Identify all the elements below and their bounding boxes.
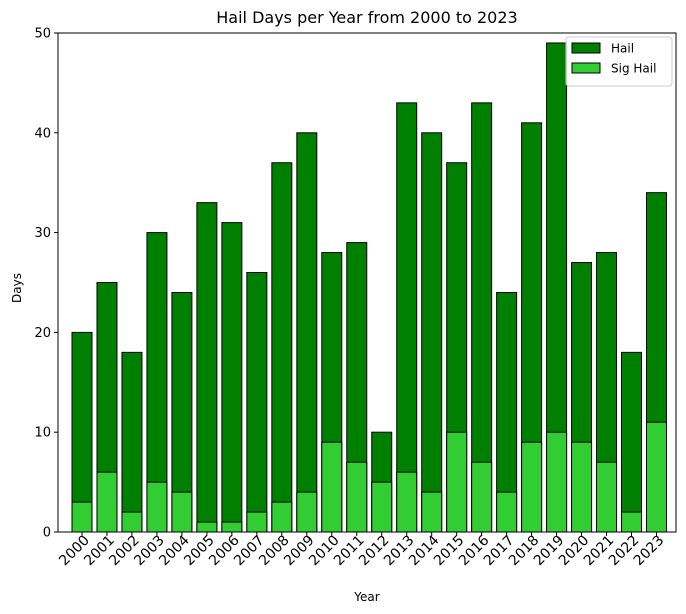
legend: Hail Sig Hail [565, 36, 673, 87]
hail-bar-2006 [221, 222, 243, 533]
hail-bar-2007 [246, 272, 268, 533]
sig-hail-bar-2020 [571, 441, 593, 533]
hail-bar-2002 [121, 351, 143, 533]
y-tick-label-0: 0 [43, 526, 51, 541]
hail-bar-2008 [271, 162, 293, 533]
legend-label-hail: Hail [611, 42, 634, 56]
sig-hail-bar-2007 [246, 511, 268, 533]
sig-hail-bar-2006 [221, 521, 243, 533]
y-tick-label-20: 20 [34, 326, 51, 341]
sig-hail-bar-2022 [621, 511, 643, 533]
x-axis-label: Year [353, 590, 379, 604]
sig-hail-bar-2009 [296, 491, 318, 533]
sig-hail-bar-2005 [196, 521, 218, 533]
legend-swatch-hail [571, 42, 601, 54]
y-tick-label-40: 40 [34, 126, 51, 141]
legend-label-sig-hail: Sig Hail [611, 62, 656, 76]
sig-hail-bar-2002 [121, 511, 143, 533]
sig-hail-bar-2008 [271, 501, 293, 533]
y-tick-label-50: 50 [34, 27, 51, 42]
hail-bar-2022 [621, 351, 643, 533]
sig-hail-bar-2012 [371, 481, 393, 533]
legend-swatch-sig-hail [571, 62, 601, 74]
hail-bar-2005 [196, 202, 218, 533]
plot-frame [57, 32, 677, 533]
sig-hail-bar-2004 [171, 491, 193, 533]
sig-hail-bar-2018 [521, 441, 543, 533]
plot-area: 0102030405020002001200220032004200520062… [34, 27, 677, 569]
sig-hail-bar-2011 [346, 461, 368, 533]
sig-hail-bar-2000 [71, 501, 93, 533]
sig-hail-bar-2001 [96, 471, 118, 533]
sig-hail-bar-2015 [446, 431, 468, 533]
y-tick-label-30: 30 [34, 226, 51, 241]
sig-hail-bar-2003 [146, 481, 168, 533]
hail-bar-2013 [396, 102, 418, 533]
chart-title: Hail Days per Year from 2000 to 2023 [216, 8, 517, 27]
hail-bar-2014 [421, 132, 443, 533]
y-axis-label: Days [10, 273, 24, 303]
sig-hail-bar-2023 [646, 421, 667, 533]
y-tick-label-10: 10 [34, 426, 51, 441]
sig-hail-bar-2010 [321, 441, 343, 533]
sig-hail-bar-2014 [421, 491, 443, 533]
sig-hail-bar-2019 [546, 431, 568, 533]
sig-hail-bar-2017 [496, 491, 518, 533]
sig-hail-bar-2021 [596, 461, 618, 533]
sig-hail-bar-2016 [471, 461, 493, 533]
hail-bar-2009 [296, 132, 318, 533]
sig-hail-bar-2013 [396, 471, 418, 533]
